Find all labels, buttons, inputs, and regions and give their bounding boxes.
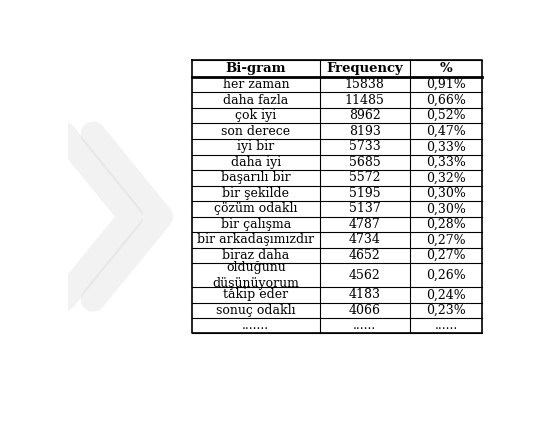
Text: çözüm odaklı: çözüm odaklı xyxy=(214,202,298,215)
Text: 0,33%: 0,33% xyxy=(426,140,466,153)
Text: olduğunu
düşünüyorum: olduğunu düşünüyorum xyxy=(212,260,299,290)
Text: ......: ...... xyxy=(434,319,458,332)
Text: 0,23%: 0,23% xyxy=(426,304,466,317)
Text: 11485: 11485 xyxy=(345,94,385,107)
Text: başarılı bir: başarılı bir xyxy=(221,171,291,184)
Text: çok iyi: çok iyi xyxy=(235,109,276,122)
Text: daha iyi: daha iyi xyxy=(231,156,281,169)
Text: sonuç odaklı: sonuç odaklı xyxy=(216,304,296,317)
Text: 0,47%: 0,47% xyxy=(426,125,466,138)
Text: 4562: 4562 xyxy=(349,269,381,281)
Text: 0,30%: 0,30% xyxy=(426,202,466,215)
Text: daha fazla: daha fazla xyxy=(223,94,288,107)
Text: .......: ....... xyxy=(242,319,269,332)
Text: 0,27%: 0,27% xyxy=(426,233,466,246)
Text: 4066: 4066 xyxy=(349,304,381,317)
Text: 0,27%: 0,27% xyxy=(426,249,466,262)
Text: son derece: son derece xyxy=(222,125,291,138)
Text: 0,30%: 0,30% xyxy=(426,187,466,200)
Text: 4734: 4734 xyxy=(349,233,381,246)
Text: Bi-gram: Bi-gram xyxy=(226,62,286,75)
Text: 4183: 4183 xyxy=(349,288,381,301)
Text: bir çalışma: bir çalışma xyxy=(221,218,291,231)
Text: iyi bir: iyi bir xyxy=(237,140,275,153)
Text: biraz daha: biraz daha xyxy=(222,249,289,262)
Text: 15838: 15838 xyxy=(345,78,385,91)
Text: 5137: 5137 xyxy=(349,202,381,215)
Text: 5195: 5195 xyxy=(349,187,381,200)
Text: 0,33%: 0,33% xyxy=(426,156,466,169)
Text: 8193: 8193 xyxy=(349,125,381,138)
Text: takip eder: takip eder xyxy=(223,288,288,301)
Text: her zaman: her zaman xyxy=(223,78,289,91)
Text: bir arkadaşımızdır: bir arkadaşımızdır xyxy=(197,233,314,246)
Text: 5685: 5685 xyxy=(349,156,381,169)
Text: 0,91%: 0,91% xyxy=(426,78,466,91)
Text: 4787: 4787 xyxy=(349,218,381,231)
Text: 0,66%: 0,66% xyxy=(426,94,466,107)
Text: 5733: 5733 xyxy=(349,140,381,153)
Text: bir şekilde: bir şekilde xyxy=(223,187,289,200)
Text: 0,24%: 0,24% xyxy=(426,288,466,301)
Text: 0,26%: 0,26% xyxy=(426,269,466,281)
Text: 0,28%: 0,28% xyxy=(426,218,466,231)
Text: ......: ...... xyxy=(353,319,376,332)
Text: 8962: 8962 xyxy=(349,109,381,122)
Text: 5572: 5572 xyxy=(349,171,381,184)
Text: 0,52%: 0,52% xyxy=(426,109,466,122)
Text: 0,32%: 0,32% xyxy=(426,171,466,184)
Text: 4652: 4652 xyxy=(349,249,381,262)
Text: %: % xyxy=(440,62,452,75)
Text: Frequency: Frequency xyxy=(326,62,403,75)
